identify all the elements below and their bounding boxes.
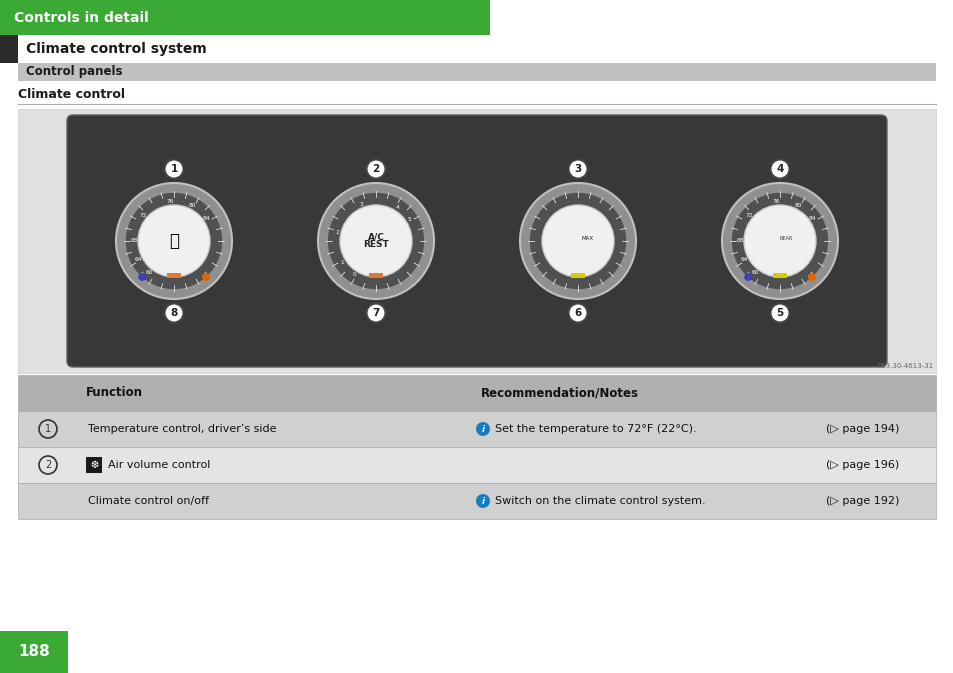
Text: 3: 3 [359, 202, 362, 207]
Text: Function: Function [86, 386, 143, 400]
Circle shape [164, 160, 183, 178]
FancyBboxPatch shape [18, 411, 935, 447]
Text: Switch on the climate control system.: Switch on the climate control system. [495, 496, 705, 506]
FancyBboxPatch shape [0, 0, 490, 35]
FancyBboxPatch shape [18, 483, 935, 519]
Text: 5: 5 [776, 308, 782, 318]
Text: 72: 72 [745, 213, 753, 218]
Text: 76: 76 [772, 199, 780, 204]
Circle shape [138, 205, 210, 277]
FancyBboxPatch shape [369, 273, 382, 279]
Text: A/C: A/C [367, 233, 384, 242]
Text: REST: REST [363, 240, 389, 249]
FancyBboxPatch shape [67, 115, 886, 367]
Text: 4: 4 [395, 205, 399, 210]
Text: 5: 5 [407, 217, 411, 223]
Text: (▷ page 192): (▷ page 192) [825, 496, 899, 506]
Text: 2: 2 [335, 230, 338, 236]
Text: REAR: REAR [779, 236, 792, 240]
Circle shape [743, 205, 815, 277]
Text: Controls in detail: Controls in detail [14, 11, 149, 24]
Text: Climate control: Climate control [18, 89, 125, 102]
FancyBboxPatch shape [0, 631, 68, 673]
Text: (▷ page 194): (▷ page 194) [825, 424, 899, 434]
Text: 68: 68 [131, 238, 138, 244]
Circle shape [126, 193, 222, 289]
Text: i: i [481, 497, 484, 505]
Circle shape [568, 304, 587, 322]
Circle shape [721, 183, 837, 299]
Circle shape [519, 183, 636, 299]
Text: 🚗: 🚗 [169, 232, 179, 250]
Circle shape [476, 422, 490, 436]
FancyBboxPatch shape [18, 447, 935, 483]
Circle shape [476, 494, 490, 508]
Text: 1: 1 [340, 260, 344, 265]
Circle shape [366, 304, 385, 322]
Circle shape [328, 193, 424, 289]
FancyBboxPatch shape [571, 273, 584, 279]
Text: 80: 80 [794, 203, 801, 209]
Text: Climate control system: Climate control system [26, 42, 207, 56]
FancyBboxPatch shape [86, 457, 102, 473]
FancyBboxPatch shape [772, 273, 786, 279]
Circle shape [366, 160, 385, 178]
Text: 68: 68 [736, 238, 743, 244]
Circle shape [743, 273, 751, 281]
Text: Temperature control, driver’s side: Temperature control, driver’s side [88, 424, 276, 434]
Text: (▷ page 196): (▷ page 196) [825, 460, 899, 470]
Text: ❆: ❆ [90, 460, 98, 470]
Text: 3: 3 [574, 164, 581, 174]
Text: 1: 1 [45, 424, 51, 434]
Text: Control panels: Control panels [26, 65, 122, 79]
Text: 84: 84 [203, 216, 210, 221]
Text: i: i [481, 425, 484, 433]
Circle shape [807, 273, 815, 281]
FancyBboxPatch shape [167, 273, 181, 279]
Text: Set the temperature to 72°F (22°C).: Set the temperature to 72°F (22°C). [495, 424, 696, 434]
Circle shape [770, 160, 789, 178]
Text: 2: 2 [45, 460, 51, 470]
Circle shape [770, 304, 789, 322]
Text: Climate control on/off: Climate control on/off [88, 496, 209, 506]
Text: 64: 64 [134, 256, 142, 262]
Circle shape [116, 183, 232, 299]
Text: 6: 6 [574, 308, 581, 318]
Circle shape [731, 193, 827, 289]
FancyBboxPatch shape [0, 35, 18, 63]
Circle shape [202, 273, 210, 281]
Text: 84: 84 [808, 216, 816, 221]
Text: 76: 76 [167, 199, 174, 204]
Circle shape [339, 205, 412, 277]
Text: P83.30-4613-31: P83.30-4613-31 [877, 363, 933, 369]
Text: 60: 60 [751, 270, 759, 275]
Circle shape [138, 273, 146, 281]
Text: 4: 4 [776, 164, 782, 174]
Text: 60: 60 [146, 270, 153, 275]
FancyBboxPatch shape [18, 109, 935, 373]
Circle shape [317, 183, 434, 299]
Text: MAX: MAX [581, 236, 594, 242]
Text: 64: 64 [740, 256, 747, 262]
FancyBboxPatch shape [18, 375, 935, 411]
Text: 2: 2 [372, 164, 379, 174]
Circle shape [568, 160, 587, 178]
FancyBboxPatch shape [18, 63, 935, 81]
Text: 72: 72 [140, 213, 147, 218]
Circle shape [529, 193, 625, 289]
Text: Recommendation/Notes: Recommendation/Notes [480, 386, 639, 400]
Text: 0: 0 [353, 272, 356, 277]
Circle shape [541, 205, 614, 277]
Text: 1: 1 [171, 164, 177, 174]
Text: 80: 80 [189, 203, 196, 209]
Text: 7: 7 [372, 308, 379, 318]
Text: Air volume control: Air volume control [108, 460, 211, 470]
Text: 188: 188 [18, 645, 50, 660]
Circle shape [164, 304, 183, 322]
Text: 8: 8 [171, 308, 177, 318]
